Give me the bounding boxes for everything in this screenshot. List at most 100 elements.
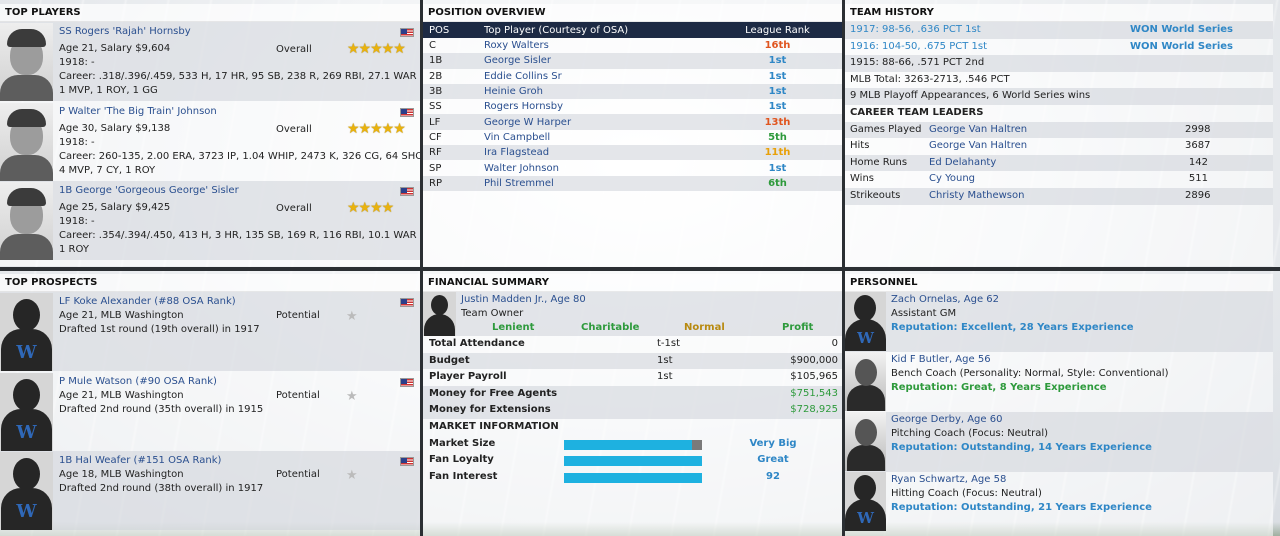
top-player-link[interactable]: Heinie Groh xyxy=(478,83,713,100)
position-row[interactable]: LF George W Harper 13th xyxy=(423,114,842,130)
prospect-silhouette-photo[interactable]: W xyxy=(0,452,53,530)
position-row[interactable]: RP Phil Stremmel 6th xyxy=(423,175,842,191)
leader-name-link[interactable]: George Van Haltren xyxy=(929,123,1028,135)
player-photo[interactable] xyxy=(0,102,53,181)
col-top-player[interactable]: Top Player (Courtesy of OSA) xyxy=(478,22,713,38)
leader-name-link[interactable]: Ed Delahanty xyxy=(929,156,997,168)
silhouette-body-shape xyxy=(1,329,52,371)
position-row[interactable]: 2B Eddie Collins Sr 1st xyxy=(423,69,842,84)
leader-name-link[interactable]: Christy Mathewson xyxy=(929,190,1025,201)
leader-row[interactable]: Strikeouts Christy Mathewson 2896 xyxy=(845,188,1273,205)
player-card[interactable]: SS Rogers 'Rajah' Hornsby Age 21, Salary … xyxy=(0,22,420,101)
finance-rank: 1st xyxy=(657,371,673,383)
player-age-salary: Age 30, Salary $9,138 xyxy=(59,122,171,134)
leader-row[interactable]: Games Played George Van Haltren 2998 xyxy=(845,121,1273,139)
top-player-link[interactable]: Phil Stremmel xyxy=(478,175,713,191)
prospect-card[interactable]: W 1B Hal Weafer (#151 OSA Rank) Age 18, ML… xyxy=(0,451,420,530)
player-photo[interactable] xyxy=(0,182,53,260)
leader-row[interactable]: Hits George Van Haltren 3687 xyxy=(845,138,1273,155)
top-player-link[interactable]: Eddie Collins Sr xyxy=(484,70,562,82)
finance-row[interactable]: Money for Free Agents $751,543 xyxy=(423,385,842,403)
season-row[interactable]: 1915: 88-66, .571 PCT 2nd xyxy=(845,55,1273,72)
position-code: 3B xyxy=(423,83,478,100)
prospect-age-team: Age 21, MLB Washington xyxy=(59,389,184,401)
overall-label: Overall xyxy=(276,44,312,55)
league-rank: 1st xyxy=(768,101,787,113)
leader-name-link[interactable]: Cy Young xyxy=(929,173,976,185)
owner-name-link[interactable]: Justin Madden Jr., Age 80 xyxy=(461,294,586,305)
season-row[interactable]: 1917: 98-56, .636 PCT 1st WON World Serie… xyxy=(845,22,1273,39)
position-row[interactable]: RF Ira Flagstead 11th xyxy=(423,145,842,161)
col-league-rank[interactable]: League Rank xyxy=(713,22,842,38)
league-rank: 1st xyxy=(713,83,842,100)
player-age-salary: Age 21, Salary $9,604 xyxy=(59,43,171,54)
position-row[interactable]: C Roxy Walters 16th xyxy=(423,38,842,53)
position-overview-title: POSITION OVERVIEW xyxy=(423,4,842,22)
finance-row[interactable]: Total Attendance t-1st 0 xyxy=(423,336,842,353)
finance-value: $105,965 xyxy=(790,371,838,383)
position-row[interactable]: SS Rogers Hornsby 1st xyxy=(423,99,842,114)
player-name-link[interactable]: 1B George 'Gorgeous George' Sisler xyxy=(59,185,239,196)
finance-row[interactable]: Budget 1st $900,000 xyxy=(423,352,842,370)
finance-row[interactable]: Player Payroll 1st $105,965 xyxy=(423,369,842,386)
prospect-name-link[interactable]: LF Koke Alexander (#88 OSA Rank) xyxy=(59,296,236,307)
staff-name-link[interactable]: Kid F Butler, Age 56 xyxy=(891,354,991,365)
mlb-total-record-text: MLB Total: 3263-2713, .546 PCT xyxy=(850,73,1010,85)
photo-body-shape xyxy=(0,154,53,181)
staff-card[interactable]: George Derby, Age 60 Pitching Coach (Focu… xyxy=(845,412,1273,472)
player-name-link[interactable]: P Walter 'The Big Train' Johnson xyxy=(59,105,217,117)
market-bar-fill xyxy=(564,456,702,467)
usa-flag-icon xyxy=(400,187,414,196)
staff-silhouette-photo[interactable]: W xyxy=(845,292,886,351)
overall-label: Overall xyxy=(276,203,312,214)
season-result: WON World Series xyxy=(1130,24,1234,35)
player-card[interactable]: P Walter 'The Big Train' Johnson Age 30, … xyxy=(0,102,420,181)
prospect-drafted: Drafted 2nd round (38th overall) in 1917 xyxy=(59,483,264,494)
player-photo[interactable] xyxy=(0,23,53,101)
top-player-link[interactable]: Ira Flagstead xyxy=(478,145,713,161)
prospect-silhouette-photo[interactable]: W xyxy=(0,372,53,451)
position-row[interactable]: CF Vin Campbell 5th xyxy=(423,130,842,145)
staff-card[interactable]: Kid F Butler, Age 56 Bench Coach (Persona… xyxy=(845,352,1273,412)
mlb-total-record: MLB Total: 3263-2713, .546 PCT xyxy=(845,72,1273,89)
staff-silhouette-photo[interactable]: W xyxy=(845,472,886,531)
leader-row[interactable]: Wins Cy Young 511 xyxy=(845,171,1273,188)
prospect-card[interactable]: W LF Koke Alexander (#88 OSA Rank) Age 21,… xyxy=(0,292,420,371)
prospect-age-team: Age 18, MLB Washington xyxy=(59,469,184,480)
leader-row[interactable]: Home Runs Ed Delahanty 142 xyxy=(845,154,1273,172)
season-row[interactable]: 1916: 104-50, .675 PCT 1st WON World Seri… xyxy=(845,39,1273,56)
leader-category: Strikeouts xyxy=(850,190,901,201)
position-row[interactable]: 1B George Sisler 1st xyxy=(423,53,842,69)
top-player-link[interactable]: George Sisler xyxy=(478,53,713,69)
prospect-name-link[interactable]: 1B Hal Weafer (#151 OSA Rank) xyxy=(59,455,222,466)
top-player-link[interactable]: Walter Johnson xyxy=(484,162,559,174)
finance-row[interactable]: Money for Extensions $728,925 xyxy=(423,402,842,419)
col-pos[interactable]: POS xyxy=(423,22,478,38)
staff-name-link[interactable]: George Derby, Age 60 xyxy=(891,414,1003,425)
silhouette-head-shape xyxy=(854,295,876,321)
position-row[interactable]: SP Walter Johnson 1st xyxy=(423,160,842,175)
top-player-link[interactable]: Rogers Hornsby xyxy=(484,101,564,113)
staff-name-link[interactable]: Zach Ornelas, Age 62 xyxy=(891,294,1000,305)
leader-name-link[interactable]: George Van Haltren xyxy=(929,140,1028,152)
staff-photo[interactable] xyxy=(845,352,886,411)
prospect-card[interactable]: W P Mule Watson (#90 OSA Rank) Age 21, MLB… xyxy=(0,372,420,451)
top-player-link[interactable]: George W Harper xyxy=(478,114,713,130)
prospect-silhouette-photo[interactable]: W xyxy=(0,293,53,371)
position-code: SP xyxy=(429,162,442,174)
leader-category: Wins xyxy=(850,173,874,185)
owner-silhouette-photo[interactable] xyxy=(423,292,456,336)
top-player-link[interactable]: Vin Campbell xyxy=(484,131,551,143)
player-card[interactable]: 1B George 'Gorgeous George' Sisler Age 25… xyxy=(0,181,420,260)
owner-card[interactable]: Justin Madden Jr., Age 80 Team Owner Lenie… xyxy=(423,292,842,336)
staff-card[interactable]: W Zach Ornelas, Age 62 Assistant GM Reputat… xyxy=(845,292,1273,352)
staff-photo[interactable] xyxy=(845,412,886,471)
staff-card[interactable]: W Ryan Schwartz, Age 58 Hitting Coach (Foc… xyxy=(845,472,1273,532)
photo-cap-shape xyxy=(7,108,46,127)
position-row[interactable]: 3B Heinie Groh 1st xyxy=(423,83,842,100)
player-name-link[interactable]: SS Rogers 'Rajah' Hornsby xyxy=(59,26,191,37)
staff-name-link[interactable]: Ryan Schwartz, Age 58 xyxy=(891,474,1007,485)
usa-flag-icon xyxy=(400,107,414,117)
prospect-name-link[interactable]: P Mule Watson (#90 OSA Rank) xyxy=(59,375,217,387)
top-player-link[interactable]: Roxy Walters xyxy=(484,40,549,52)
